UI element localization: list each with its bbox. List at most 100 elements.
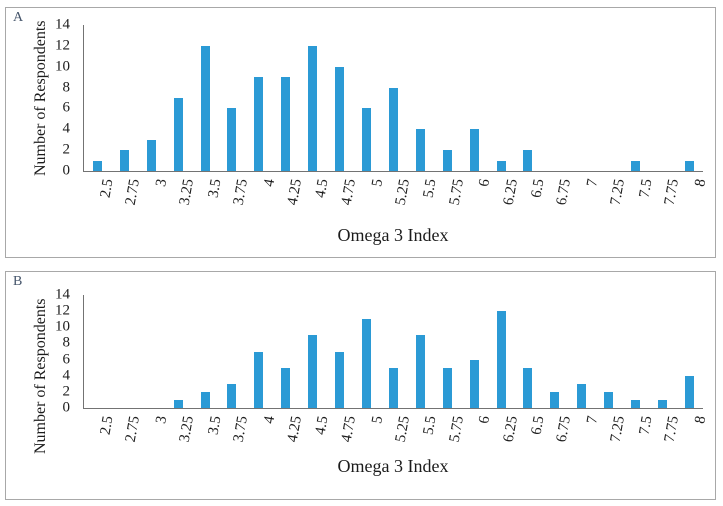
bar-slot — [595, 295, 622, 408]
x-tick-cell: 7 — [568, 174, 601, 230]
panel-label-a: A — [13, 10, 24, 25]
x-tick-cell: 2.75 — [110, 174, 143, 230]
bar — [388, 87, 398, 171]
x-axis-title: Omega 3 Index — [337, 456, 449, 476]
x-tick-cell: 5.25 — [379, 174, 412, 230]
x-tick-cell: 3 — [137, 174, 170, 230]
x-tick-cell: 3.25 — [164, 174, 197, 230]
bar-slot — [272, 295, 299, 408]
x-tick-cell: 6.75 — [541, 174, 574, 230]
bar-slot — [461, 25, 488, 171]
y-tick-label: 6 — [62, 99, 71, 116]
bar — [469, 359, 479, 408]
x-tick-cell: 8 — [676, 174, 709, 230]
bar-slot — [515, 295, 542, 408]
bar — [362, 108, 372, 171]
bar — [388, 367, 398, 408]
bar — [227, 108, 237, 171]
bar-slot — [541, 295, 568, 408]
bar — [200, 45, 210, 171]
bar — [227, 383, 237, 408]
bar — [173, 98, 183, 171]
y-axis-ticks: 0 2 4 6 8 10 12 14 — [6, 287, 77, 415]
bar — [254, 77, 264, 171]
y-tick-label: 2 — [62, 383, 71, 400]
bar — [631, 399, 641, 408]
bar — [415, 129, 425, 171]
x-tick-cell: 3.75 — [218, 174, 251, 230]
bar — [146, 139, 156, 171]
bar — [523, 150, 533, 171]
bar-slot — [676, 25, 703, 171]
bar — [308, 45, 318, 171]
bar-slot — [272, 25, 299, 171]
bar — [631, 160, 641, 171]
bar-slot — [622, 295, 649, 408]
bar — [442, 367, 452, 408]
y-tick-label: 8 — [62, 79, 71, 96]
bar — [335, 351, 345, 408]
bar-slot — [245, 295, 272, 408]
bar — [604, 391, 614, 408]
bar-slot — [326, 295, 353, 408]
bar-slot — [84, 25, 111, 171]
bar-slot — [111, 25, 138, 171]
bar-slot — [299, 295, 326, 408]
bar-slot — [434, 295, 461, 408]
y-tick-label: 6 — [62, 351, 71, 368]
y-tick-label: 8 — [62, 334, 71, 351]
bar — [335, 66, 345, 171]
x-tick-cell: 4.5 — [299, 174, 332, 230]
bar-slot — [299, 25, 326, 171]
x-tick-label: 8 — [692, 414, 710, 425]
bar — [577, 383, 587, 408]
bar-slot — [84, 295, 111, 408]
bar-slot — [138, 295, 165, 408]
panel-label-b: B — [13, 274, 23, 289]
y-tick-label: 10 — [55, 58, 70, 75]
bar — [442, 150, 452, 171]
plot-area — [83, 25, 703, 172]
y-tick-label: 12 — [55, 302, 70, 319]
bar — [415, 335, 425, 408]
x-tick-cell: 5.5 — [406, 174, 440, 230]
bar-slot — [568, 25, 595, 171]
bar-slot — [219, 295, 246, 408]
panel-a: A Number of Respondents 0 2 4 6 8 10 12 14 2.5 2… — [5, 7, 716, 258]
bar-slot — [219, 25, 246, 171]
x-tick-cell: 6.25 — [487, 174, 520, 230]
y-tick-label: 14 — [55, 16, 70, 33]
bar-slot — [488, 25, 515, 171]
bar — [496, 311, 506, 408]
bar — [684, 375, 694, 408]
y-tick-label: 10 — [55, 318, 70, 335]
bar-slot — [245, 25, 272, 171]
bar-slot — [488, 295, 515, 408]
y-tick-label: 4 — [62, 367, 71, 384]
bar-slot — [622, 25, 649, 171]
bar-slot — [461, 295, 488, 408]
bar — [496, 160, 506, 171]
bar-slot — [380, 25, 407, 171]
x-tick-label: 8 — [692, 177, 710, 188]
bar-slot — [407, 295, 434, 408]
bar — [254, 351, 264, 408]
y-axis-ticks: 0 2 4 6 8 10 12 14 — [6, 17, 77, 178]
x-axis-title: Omega 3 Index — [337, 225, 449, 245]
bar — [92, 160, 102, 171]
y-tick-label: 0 — [62, 162, 71, 179]
bar-slot — [326, 25, 353, 171]
bar — [281, 367, 291, 408]
bar-slot — [353, 25, 380, 171]
bar-slot — [165, 295, 192, 408]
x-tick-cell: 5.75 — [433, 174, 466, 230]
bar — [550, 391, 560, 408]
bar-slot — [380, 295, 407, 408]
bar-slot — [434, 25, 461, 171]
x-tick-cell: 3.5 — [191, 174, 224, 230]
bar-slot — [165, 25, 192, 171]
bar-slot — [353, 295, 380, 408]
bar — [523, 367, 533, 408]
bar-slot — [568, 295, 595, 408]
